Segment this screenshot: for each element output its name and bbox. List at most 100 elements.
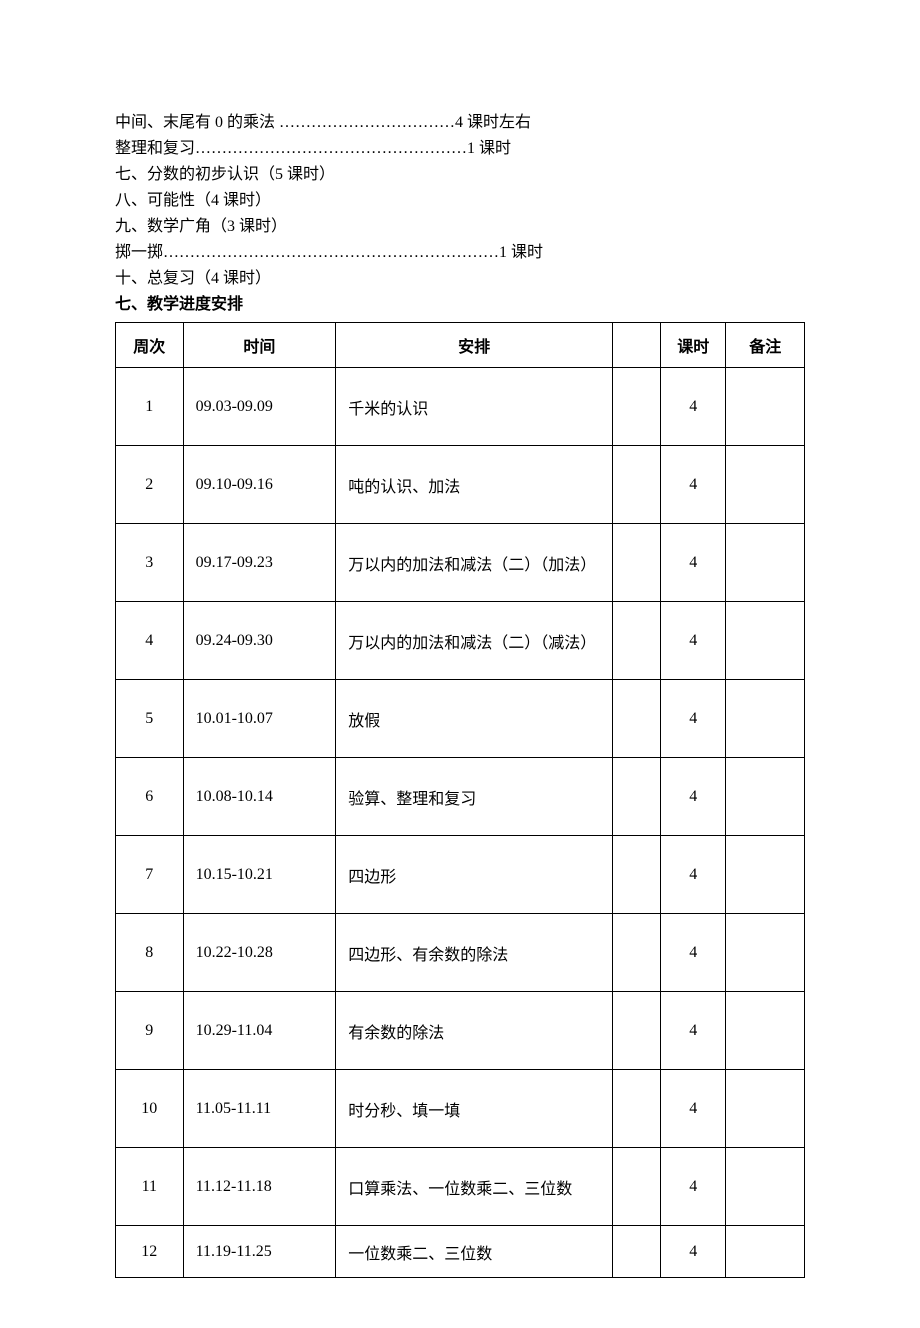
header-arrange: 安排	[336, 323, 613, 368]
cell-time: 09.10-09.16	[183, 446, 336, 524]
text-block: 中间、末尾有 0 的乘法 ……………………………4 课时左右 整理和复习……………	[115, 110, 805, 318]
table-row: 2 09.10-09.16 吨的认识、加法 4	[116, 446, 805, 524]
cell-spacer	[613, 524, 661, 602]
header-time: 时间	[183, 323, 336, 368]
text-line-3: 七、分数的初步认识（5 课时）	[115, 162, 805, 188]
cell-note	[726, 680, 805, 758]
cell-week: 8	[116, 914, 184, 992]
cell-note	[726, 1226, 805, 1278]
cell-note	[726, 836, 805, 914]
table-row: 9 10.29-11.04 有余数的除法 4	[116, 992, 805, 1070]
cell-week: 9	[116, 992, 184, 1070]
cell-week: 6	[116, 758, 184, 836]
cell-spacer	[613, 914, 661, 992]
cell-hours: 4	[661, 1070, 726, 1148]
table-row: 5 10.01-10.07 放假 4	[116, 680, 805, 758]
cell-arrange: 口算乘法、一位数乘二、三位数	[336, 1148, 613, 1226]
cell-spacer	[613, 446, 661, 524]
text-line-6: 掷一掷………………………………………………………1 课时	[115, 240, 805, 266]
text-line-7: 十、总复习（4 课时）	[115, 266, 805, 292]
cell-week: 11	[116, 1148, 184, 1226]
table-row: 10 11.05-11.11 时分秒、填一填 4	[116, 1070, 805, 1148]
cell-time: 09.24-09.30	[183, 602, 336, 680]
table-header-row: 周次 时间 安排 课时 备注	[116, 323, 805, 368]
cell-spacer	[613, 758, 661, 836]
table-row: 6 10.08-10.14 验算、整理和复习 4	[116, 758, 805, 836]
cell-time: 10.15-10.21	[183, 836, 336, 914]
header-week: 周次	[116, 323, 184, 368]
cell-hours: 4	[661, 602, 726, 680]
cell-arrange: 四边形	[336, 836, 613, 914]
cell-arrange: 有余数的除法	[336, 992, 613, 1070]
cell-hours: 4	[661, 524, 726, 602]
text-line-4: 八、可能性（4 课时）	[115, 188, 805, 214]
table-row: 11 11.12-11.18 口算乘法、一位数乘二、三位数 4	[116, 1148, 805, 1226]
cell-week: 4	[116, 602, 184, 680]
cell-arrange: 万以内的加法和减法（二）（减法）	[336, 602, 613, 680]
cell-time: 10.08-10.14	[183, 758, 336, 836]
cell-time: 10.29-11.04	[183, 992, 336, 1070]
cell-spacer	[613, 1226, 661, 1278]
table-row: 8 10.22-10.28 四边形、有余数的除法 4	[116, 914, 805, 992]
cell-time: 11.19-11.25	[183, 1226, 336, 1278]
cell-time: 09.03-09.09	[183, 368, 336, 446]
cell-time: 11.05-11.11	[183, 1070, 336, 1148]
cell-arrange: 吨的认识、加法	[336, 446, 613, 524]
cell-time: 11.12-11.18	[183, 1148, 336, 1226]
cell-hours: 4	[661, 758, 726, 836]
cell-hours: 4	[661, 1148, 726, 1226]
cell-note	[726, 758, 805, 836]
table-row: 1 09.03-09.09 千米的认识 4	[116, 368, 805, 446]
cell-hours: 4	[661, 992, 726, 1070]
cell-hours: 4	[661, 914, 726, 992]
header-spacer	[613, 323, 661, 368]
cell-week: 10	[116, 1070, 184, 1148]
cell-hours: 4	[661, 680, 726, 758]
cell-week: 7	[116, 836, 184, 914]
table-row: 12 11.19-11.25 一位数乘二、三位数 4	[116, 1226, 805, 1278]
cell-week: 1	[116, 368, 184, 446]
cell-spacer	[613, 836, 661, 914]
cell-hours: 4	[661, 446, 726, 524]
cell-time: 10.22-10.28	[183, 914, 336, 992]
cell-arrange: 验算、整理和复习	[336, 758, 613, 836]
cell-spacer	[613, 602, 661, 680]
cell-hours: 4	[661, 836, 726, 914]
table-row: 3 09.17-09.23 万以内的加法和减法（二）（加法） 4	[116, 524, 805, 602]
cell-hours: 4	[661, 1226, 726, 1278]
cell-note	[726, 446, 805, 524]
cell-week: 3	[116, 524, 184, 602]
text-line-1: 中间、末尾有 0 的乘法 ……………………………4 课时左右	[115, 110, 805, 136]
text-line-5: 九、数学广角（3 课时）	[115, 214, 805, 240]
cell-arrange: 时分秒、填一填	[336, 1070, 613, 1148]
text-line-2: 整理和复习……………………………………………1 课时	[115, 136, 805, 162]
cell-time: 09.17-09.23	[183, 524, 336, 602]
cell-note	[726, 524, 805, 602]
cell-week: 2	[116, 446, 184, 524]
cell-spacer	[613, 368, 661, 446]
cell-note	[726, 1148, 805, 1226]
table-row: 7 10.15-10.21 四边形 4	[116, 836, 805, 914]
cell-spacer	[613, 680, 661, 758]
cell-time: 10.01-10.07	[183, 680, 336, 758]
section-title: 七、教学进度安排	[115, 292, 805, 318]
table-body: 1 09.03-09.09 千米的认识 4 2 09.10-09.16 吨的认识…	[116, 368, 805, 1278]
table-row: 4 09.24-09.30 万以内的加法和减法（二）（减法） 4	[116, 602, 805, 680]
cell-note	[726, 914, 805, 992]
cell-arrange: 一位数乘二、三位数	[336, 1226, 613, 1278]
cell-note	[726, 992, 805, 1070]
cell-note	[726, 368, 805, 446]
cell-arrange: 千米的认识	[336, 368, 613, 446]
cell-arrange: 四边形、有余数的除法	[336, 914, 613, 992]
header-hours: 课时	[661, 323, 726, 368]
cell-spacer	[613, 1070, 661, 1148]
cell-note	[726, 602, 805, 680]
cell-spacer	[613, 992, 661, 1070]
cell-note	[726, 1070, 805, 1148]
cell-week: 12	[116, 1226, 184, 1278]
cell-spacer	[613, 1148, 661, 1226]
schedule-table: 周次 时间 安排 课时 备注 1 09.03-09.09 千米的认识 4 2 0…	[115, 322, 805, 1278]
header-note: 备注	[726, 323, 805, 368]
cell-arrange: 万以内的加法和减法（二）（加法）	[336, 524, 613, 602]
cell-arrange: 放假	[336, 680, 613, 758]
